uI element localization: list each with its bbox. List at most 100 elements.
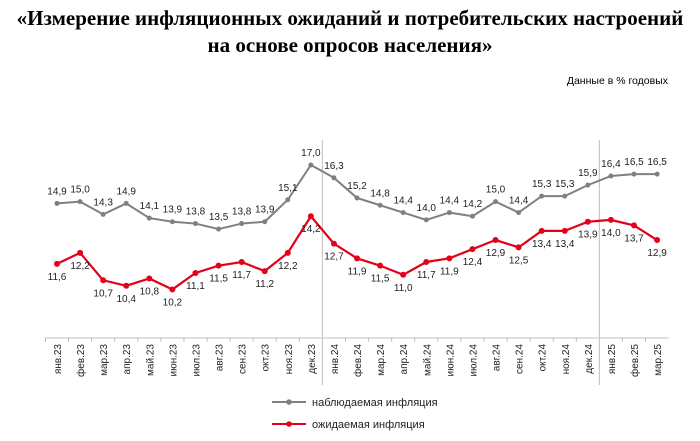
x-tick-label: июл.24 — [468, 344, 479, 377]
data-label: 11,0 — [394, 283, 413, 294]
data-label: 17,0 — [301, 148, 321, 159]
data-point — [631, 222, 637, 229]
data-point — [284, 249, 291, 256]
x-tick-label: дек.24 — [584, 344, 595, 374]
data-point — [285, 197, 291, 203]
data-point — [515, 244, 522, 251]
data-point — [192, 269, 199, 276]
data-label: 11,9 — [348, 266, 367, 277]
data-label: 16,3 — [324, 161, 344, 172]
data-label: 10,2 — [163, 297, 183, 308]
x-tick-label: сен.23 — [238, 344, 249, 374]
data-point — [608, 173, 614, 179]
data-point — [262, 219, 268, 225]
data-label: 15,1 — [278, 183, 298, 194]
data-label: 13,9 — [163, 205, 183, 216]
data-point — [215, 262, 222, 269]
data-label: 13,8 — [232, 207, 252, 218]
data-label: 11,7 — [417, 270, 436, 281]
data-point — [469, 246, 476, 253]
data-label: 11,5 — [371, 274, 390, 285]
data-label: 12,2 — [70, 261, 90, 272]
x-tick-label: мар.24 — [376, 344, 387, 376]
x-tick-label: июн.24 — [445, 344, 456, 377]
data-label: 15,2 — [347, 181, 367, 192]
x-tick-label: июн.23 — [168, 344, 179, 377]
data-label: 11,9 — [440, 266, 459, 277]
data-point — [584, 218, 591, 225]
data-point — [377, 202, 383, 208]
data-label: 14,9 — [47, 186, 67, 197]
data-label: 13,5 — [209, 212, 229, 223]
data-label: 14,8 — [370, 188, 390, 199]
x-tick-label: сен.24 — [515, 344, 526, 374]
data-point — [469, 213, 475, 219]
x-tick-label: окт.24 — [538, 344, 549, 372]
data-point — [331, 175, 337, 181]
data-label: 14,0 — [601, 228, 621, 239]
x-tick-label: фев.24 — [352, 344, 364, 377]
x-tick-label: окт.23 — [261, 344, 272, 372]
data-point — [654, 171, 660, 177]
data-point — [77, 199, 83, 205]
x-tick-label: янв.25 — [607, 344, 618, 375]
x-tick-label: май.24 — [422, 344, 433, 376]
x-tick-label: дек.23 — [307, 344, 318, 374]
legend-marker — [286, 421, 292, 427]
data-point — [54, 200, 60, 206]
x-tick-label: апр.23 — [122, 344, 133, 375]
data-label: 14,0 — [417, 203, 437, 214]
data-point — [492, 237, 499, 244]
x-tick-label: фев.25 — [629, 344, 641, 377]
data-label: 13,8 — [186, 207, 206, 218]
data-label: 15,3 — [532, 179, 552, 190]
data-point — [216, 226, 222, 232]
data-label: 10,8 — [140, 286, 160, 297]
data-label: 14,9 — [117, 186, 137, 197]
data-label: 15,0 — [70, 185, 90, 196]
x-tick-label: июл.23 — [191, 344, 202, 377]
data-label: 12,5 — [509, 255, 529, 266]
data-label: 12,9 — [647, 248, 667, 259]
data-label: 10,4 — [117, 294, 137, 305]
data-label: 10,7 — [93, 288, 113, 299]
data-point — [123, 282, 130, 289]
data-point — [493, 199, 499, 205]
data-label: 12,9 — [486, 248, 506, 259]
data-label: 14,4 — [393, 196, 413, 207]
data-point — [307, 213, 314, 220]
units-label: Данные в % годовых — [566, 75, 668, 87]
x-tick-label: ноя.24 — [561, 344, 572, 375]
data-point — [192, 221, 198, 227]
data-label: 15,3 — [555, 179, 575, 190]
data-label: 13,7 — [624, 233, 644, 244]
data-label: 13,9 — [255, 205, 275, 216]
data-label: 16,4 — [601, 159, 621, 170]
x-tick-label: ноя.23 — [284, 344, 295, 375]
data-point — [330, 240, 337, 247]
data-point — [100, 211, 106, 217]
data-point — [239, 221, 245, 227]
x-tick-label: май.23 — [145, 344, 156, 376]
legend-label: наблюдаемая инфляция — [312, 397, 438, 409]
data-point — [169, 219, 175, 225]
chart-title-line1: «Измерение инфляционных ожиданий и потре… — [16, 6, 684, 30]
data-point — [446, 255, 453, 262]
data-label: 16,5 — [647, 157, 667, 168]
data-label: 14,3 — [93, 197, 113, 208]
x-tick-label: мар.23 — [99, 344, 110, 376]
data-point — [123, 200, 129, 206]
data-label: 13,4 — [555, 239, 575, 250]
data-point — [561, 227, 568, 234]
x-tick-label: фев.23 — [75, 344, 87, 377]
x-tick-label: авг.24 — [492, 344, 503, 372]
data-label: 14,2 — [301, 224, 321, 235]
data-point — [400, 210, 406, 216]
data-point — [308, 162, 314, 168]
data-point — [562, 193, 568, 199]
data-point — [77, 249, 84, 256]
data-label: 11,2 — [255, 279, 274, 290]
data-label: 11,6 — [48, 272, 67, 283]
data-label: 15,9 — [578, 168, 598, 179]
